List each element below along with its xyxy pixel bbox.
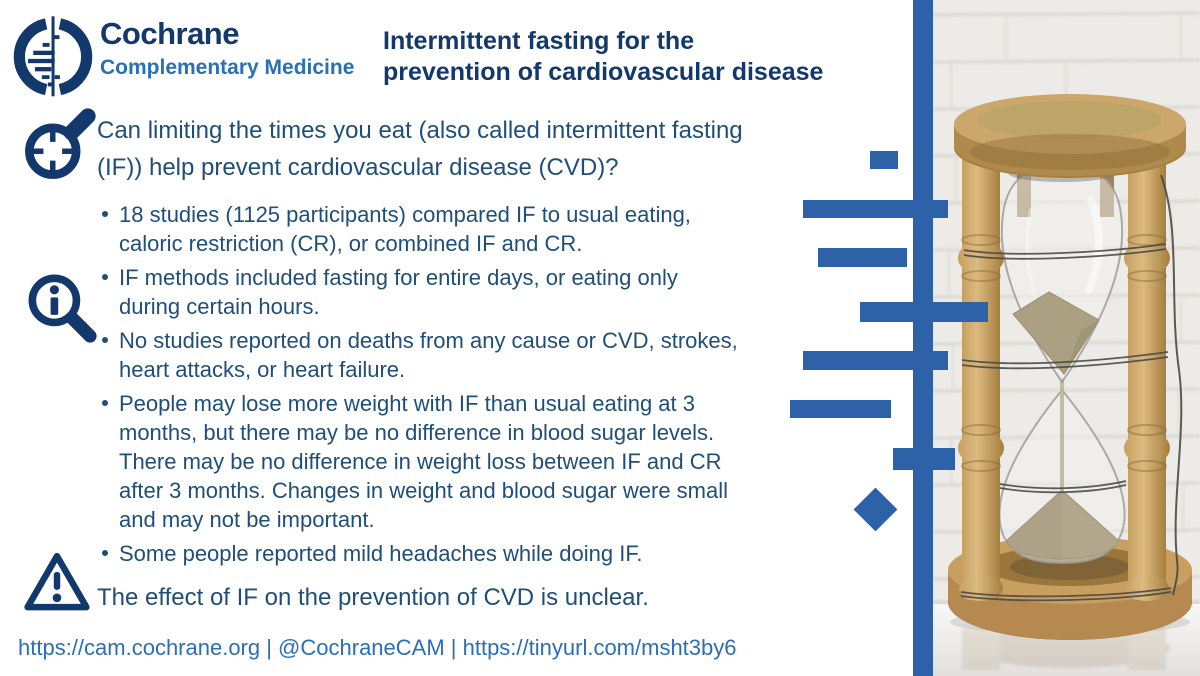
question-text: Can limiting the times you eat (also cal…	[97, 117, 743, 181]
decor-bar-6	[790, 400, 891, 418]
brand-subtitle: Complementary Medicine	[100, 56, 355, 79]
decor-diamond	[853, 487, 898, 532]
scope-target-icon	[25, 108, 96, 179]
decor-bar-7	[893, 448, 955, 470]
findings-list: 18 studies (1125 participants) compared …	[100, 200, 840, 573]
decor-bar-4	[860, 302, 988, 322]
decor-bar-1	[870, 151, 898, 169]
finding-bullet: 18 studies (1125 participants) compared …	[100, 200, 840, 258]
cochrane-forest-plot-logo-icon	[13, 16, 93, 97]
warning-triangle-icon	[24, 552, 90, 611]
decor-bar-3	[818, 248, 907, 267]
finding-bullet: No studies reported on deaths from any c…	[100, 326, 840, 384]
info-magnifier-icon	[28, 274, 97, 343]
conclusion-text: The effect of IF on the prevention of CV…	[97, 584, 649, 611]
decor-vertical-line	[913, 0, 933, 676]
finding-bullet: IF methods included fasting for entire d…	[100, 263, 840, 321]
decor-bar-5	[803, 351, 948, 370]
decor-bar-2	[803, 200, 948, 218]
brand-name: Cochrane	[100, 16, 239, 51]
hourglass-photo	[931, 0, 1200, 676]
finding-bullet: Some people reported mild headaches whil…	[100, 539, 840, 568]
footer-links[interactable]: https://cam.cochrane.org | @CochraneCAM …	[18, 635, 737, 660]
page-title: Intermittent fasting for the prevention …	[383, 27, 824, 86]
finding-bullet: People may lose more weight with IF than…	[100, 389, 840, 534]
